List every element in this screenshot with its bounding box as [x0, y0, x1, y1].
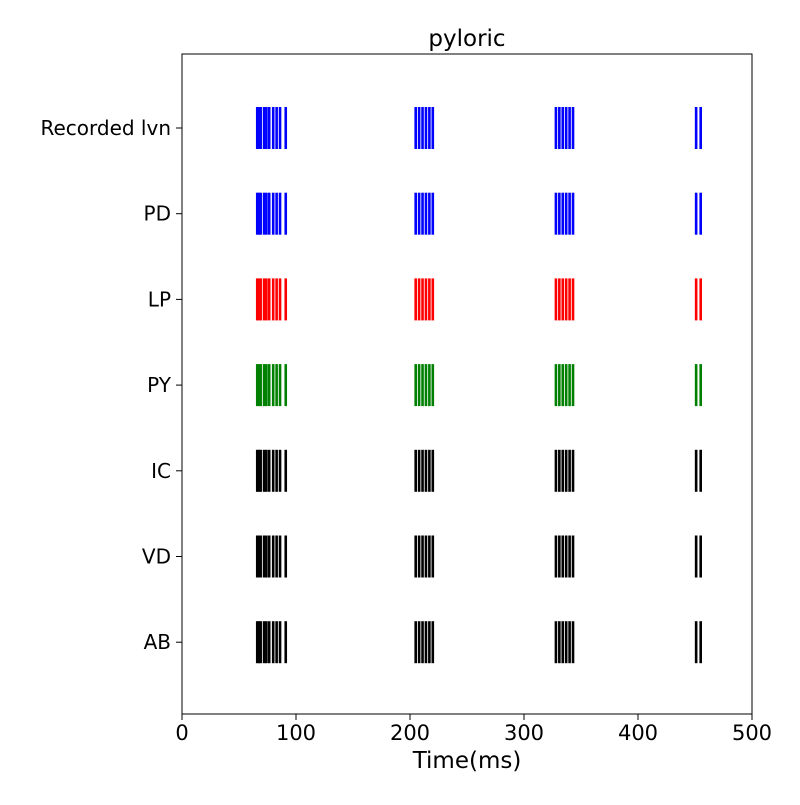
row-label: VD: [142, 545, 171, 569]
x-ticks-layer: 0 100 200 300 400 500: [175, 714, 772, 745]
x-tick-label: 200: [390, 721, 430, 745]
spike-row-recorded-lvn: [255, 107, 703, 149]
row-labels-layer: Recorded lvn PD LP PY IC VD AB: [40, 116, 182, 654]
spike-row-py: [255, 364, 703, 407]
x-axis-label: Time(ms): [412, 748, 522, 774]
row-label: Recorded lvn: [40, 116, 171, 140]
row-label: PY: [147, 373, 172, 397]
row-label: IC: [151, 459, 171, 483]
spike-row-vd: [255, 535, 703, 578]
x-tick-label: 300: [504, 721, 544, 745]
row-label: AB: [144, 630, 171, 654]
row-label: PD: [144, 202, 171, 226]
x-tick-label: 400: [618, 721, 658, 745]
spike-row-ab: [255, 621, 703, 664]
spike-row-ic: [255, 449, 703, 492]
plot-frame: [181, 53, 753, 715]
spike-row-pd: [255, 192, 703, 235]
spikes-layer: [255, 107, 703, 664]
x-tick-label: 100: [276, 721, 316, 745]
x-tick-label: 500: [732, 721, 772, 745]
chart-title: pyloric: [428, 26, 505, 52]
x-tick-label: 0: [175, 721, 188, 745]
spike-row-lp: [255, 278, 703, 321]
row-label: LP: [148, 287, 171, 311]
